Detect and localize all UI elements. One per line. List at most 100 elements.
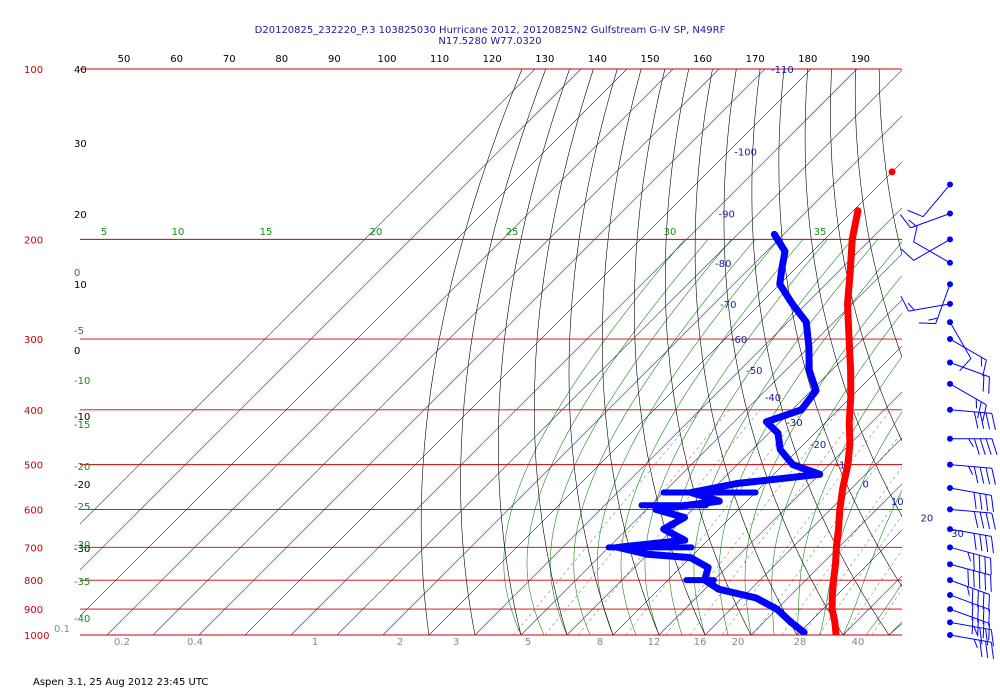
dry-adiabat--20 (568, 69, 618, 635)
wind-barb-feather (990, 629, 995, 647)
wind-barb-feather (991, 512, 996, 530)
temperature-trace (828, 207, 862, 635)
wind-barb-dot (947, 485, 953, 492)
wind-barb-feather (982, 374, 985, 392)
wind-barb (947, 435, 998, 455)
wind-barb-feather (991, 468, 996, 485)
isotherm-30 (842, 575, 902, 635)
dry-adiabat--60 (420, 69, 523, 635)
wind-barb-dot (947, 606, 953, 613)
wind-barb-dot (947, 281, 953, 288)
dry-adiabat-100 (903, 69, 1000, 635)
wind-barb-feather (973, 553, 975, 571)
wind-barb-dot (947, 461, 953, 468)
wind-barb-feather (973, 411, 979, 429)
wind-barb-dot (947, 435, 953, 442)
wind-barb-staff (949, 321, 972, 359)
wind-barb-feather (991, 413, 996, 430)
wind-barb-feather (973, 511, 979, 529)
wind-barb-feather (985, 412, 991, 430)
theta-tick-label: 80 (275, 54, 288, 65)
isotherm-label: -100 (734, 148, 757, 159)
isotherm-label: -90 (719, 209, 735, 220)
wind-barb-feather (907, 209, 924, 218)
wind-barb-feather (977, 401, 982, 419)
isotherm--50 (474, 207, 902, 635)
wind-barb (918, 281, 953, 325)
wind-barb-feather (918, 322, 936, 325)
dry-adiabat--30 (534, 69, 594, 635)
mixing-ratio-label: 0.4 (187, 637, 203, 648)
wind-barb (947, 606, 990, 641)
pressure-tick-label: 200 (24, 235, 43, 246)
wind-barb-feather (979, 493, 983, 510)
wind-barb (947, 485, 995, 513)
isotherm--140 (80, 69, 628, 617)
isotherm-label: -110 (771, 65, 794, 76)
wind-barb-feather (979, 467, 985, 484)
wind-barb-feather (988, 594, 990, 612)
wind-barb-feather (984, 556, 987, 574)
isotherm--10 (658, 391, 902, 635)
moist-adiabat-label-left: -20 (74, 462, 90, 473)
isotherm-label: -20 (810, 440, 826, 451)
wind-barb-feather (973, 533, 977, 551)
wind-barb-dot (947, 619, 953, 626)
wind-barb (947, 319, 972, 372)
isotherm-40 (888, 621, 902, 635)
moist-adiabat-label-left: -25 (74, 502, 90, 513)
wind-barb-feather (967, 569, 970, 586)
wind-barb-feather (967, 466, 974, 475)
wind-barb-feather (907, 302, 915, 311)
isotherm--100 (244, 69, 812, 635)
wind-barb (900, 296, 953, 312)
isotherm--160 (80, 69, 536, 525)
wind-barb (913, 225, 953, 266)
mixing-ratio-line (818, 514, 902, 635)
wind-barb (947, 406, 996, 430)
moist-adiabat-label-left: -5 (74, 326, 84, 337)
isotherm-label: -50 (746, 366, 762, 377)
wind-barb-dot (947, 406, 953, 413)
chart-title: D20120825_232220_P.3 103825030 Hurricane… (255, 25, 726, 36)
wind-barb-feather (973, 466, 979, 484)
isotherm-label: -80 (715, 259, 731, 270)
mixing-ratio-label: 20 (732, 637, 745, 648)
mixing-ratio-label: 40 (852, 637, 865, 648)
wind-barb-feather (973, 438, 980, 455)
mixing-ratio-line (871, 589, 902, 635)
moist-adiabat-20 (796, 356, 902, 635)
mixing-ratio-label: 2 (397, 637, 403, 648)
wind-barb-staff (949, 563, 991, 576)
moist-adiabat-label-top: 30 (664, 227, 677, 238)
wind-barb (947, 336, 987, 377)
wind-barb-feather (908, 219, 917, 227)
dry-adiabat-120 (951, 69, 1000, 635)
isotherm-label: -30 (786, 418, 802, 429)
pressure-tick-label: 300 (24, 335, 43, 346)
dry-adiabat--10 (602, 69, 660, 635)
wind-barb-feather (988, 623, 990, 641)
wind-barb-feather (985, 467, 991, 485)
wind-barb-dot (947, 526, 953, 533)
dry-adiabat-110 (927, 69, 1000, 635)
wind-barb-staff (949, 362, 990, 378)
wind-barb-feather (973, 570, 975, 588)
wind-barb-feather (985, 512, 991, 530)
wind-barb (947, 526, 995, 554)
wind-barb-feather (979, 627, 983, 645)
pressure-tick-label: 500 (24, 461, 43, 472)
wind-barb-dot (947, 181, 953, 188)
wind-barb-dot (947, 506, 953, 513)
moist-adiabat-label-top: 25 (506, 227, 519, 238)
theta-tick-label: 180 (798, 54, 817, 65)
moist-adiabats (503, 239, 902, 635)
dry-adiabats (420, 69, 1000, 635)
isotherm--150 (80, 69, 582, 571)
wind-barb (947, 461, 996, 485)
isotherm-10 (750, 483, 902, 635)
wind-barb (947, 619, 995, 647)
wind-barb (947, 506, 996, 530)
moist-adiabat-30 (842, 489, 902, 635)
wind-barb-staff (949, 508, 992, 514)
